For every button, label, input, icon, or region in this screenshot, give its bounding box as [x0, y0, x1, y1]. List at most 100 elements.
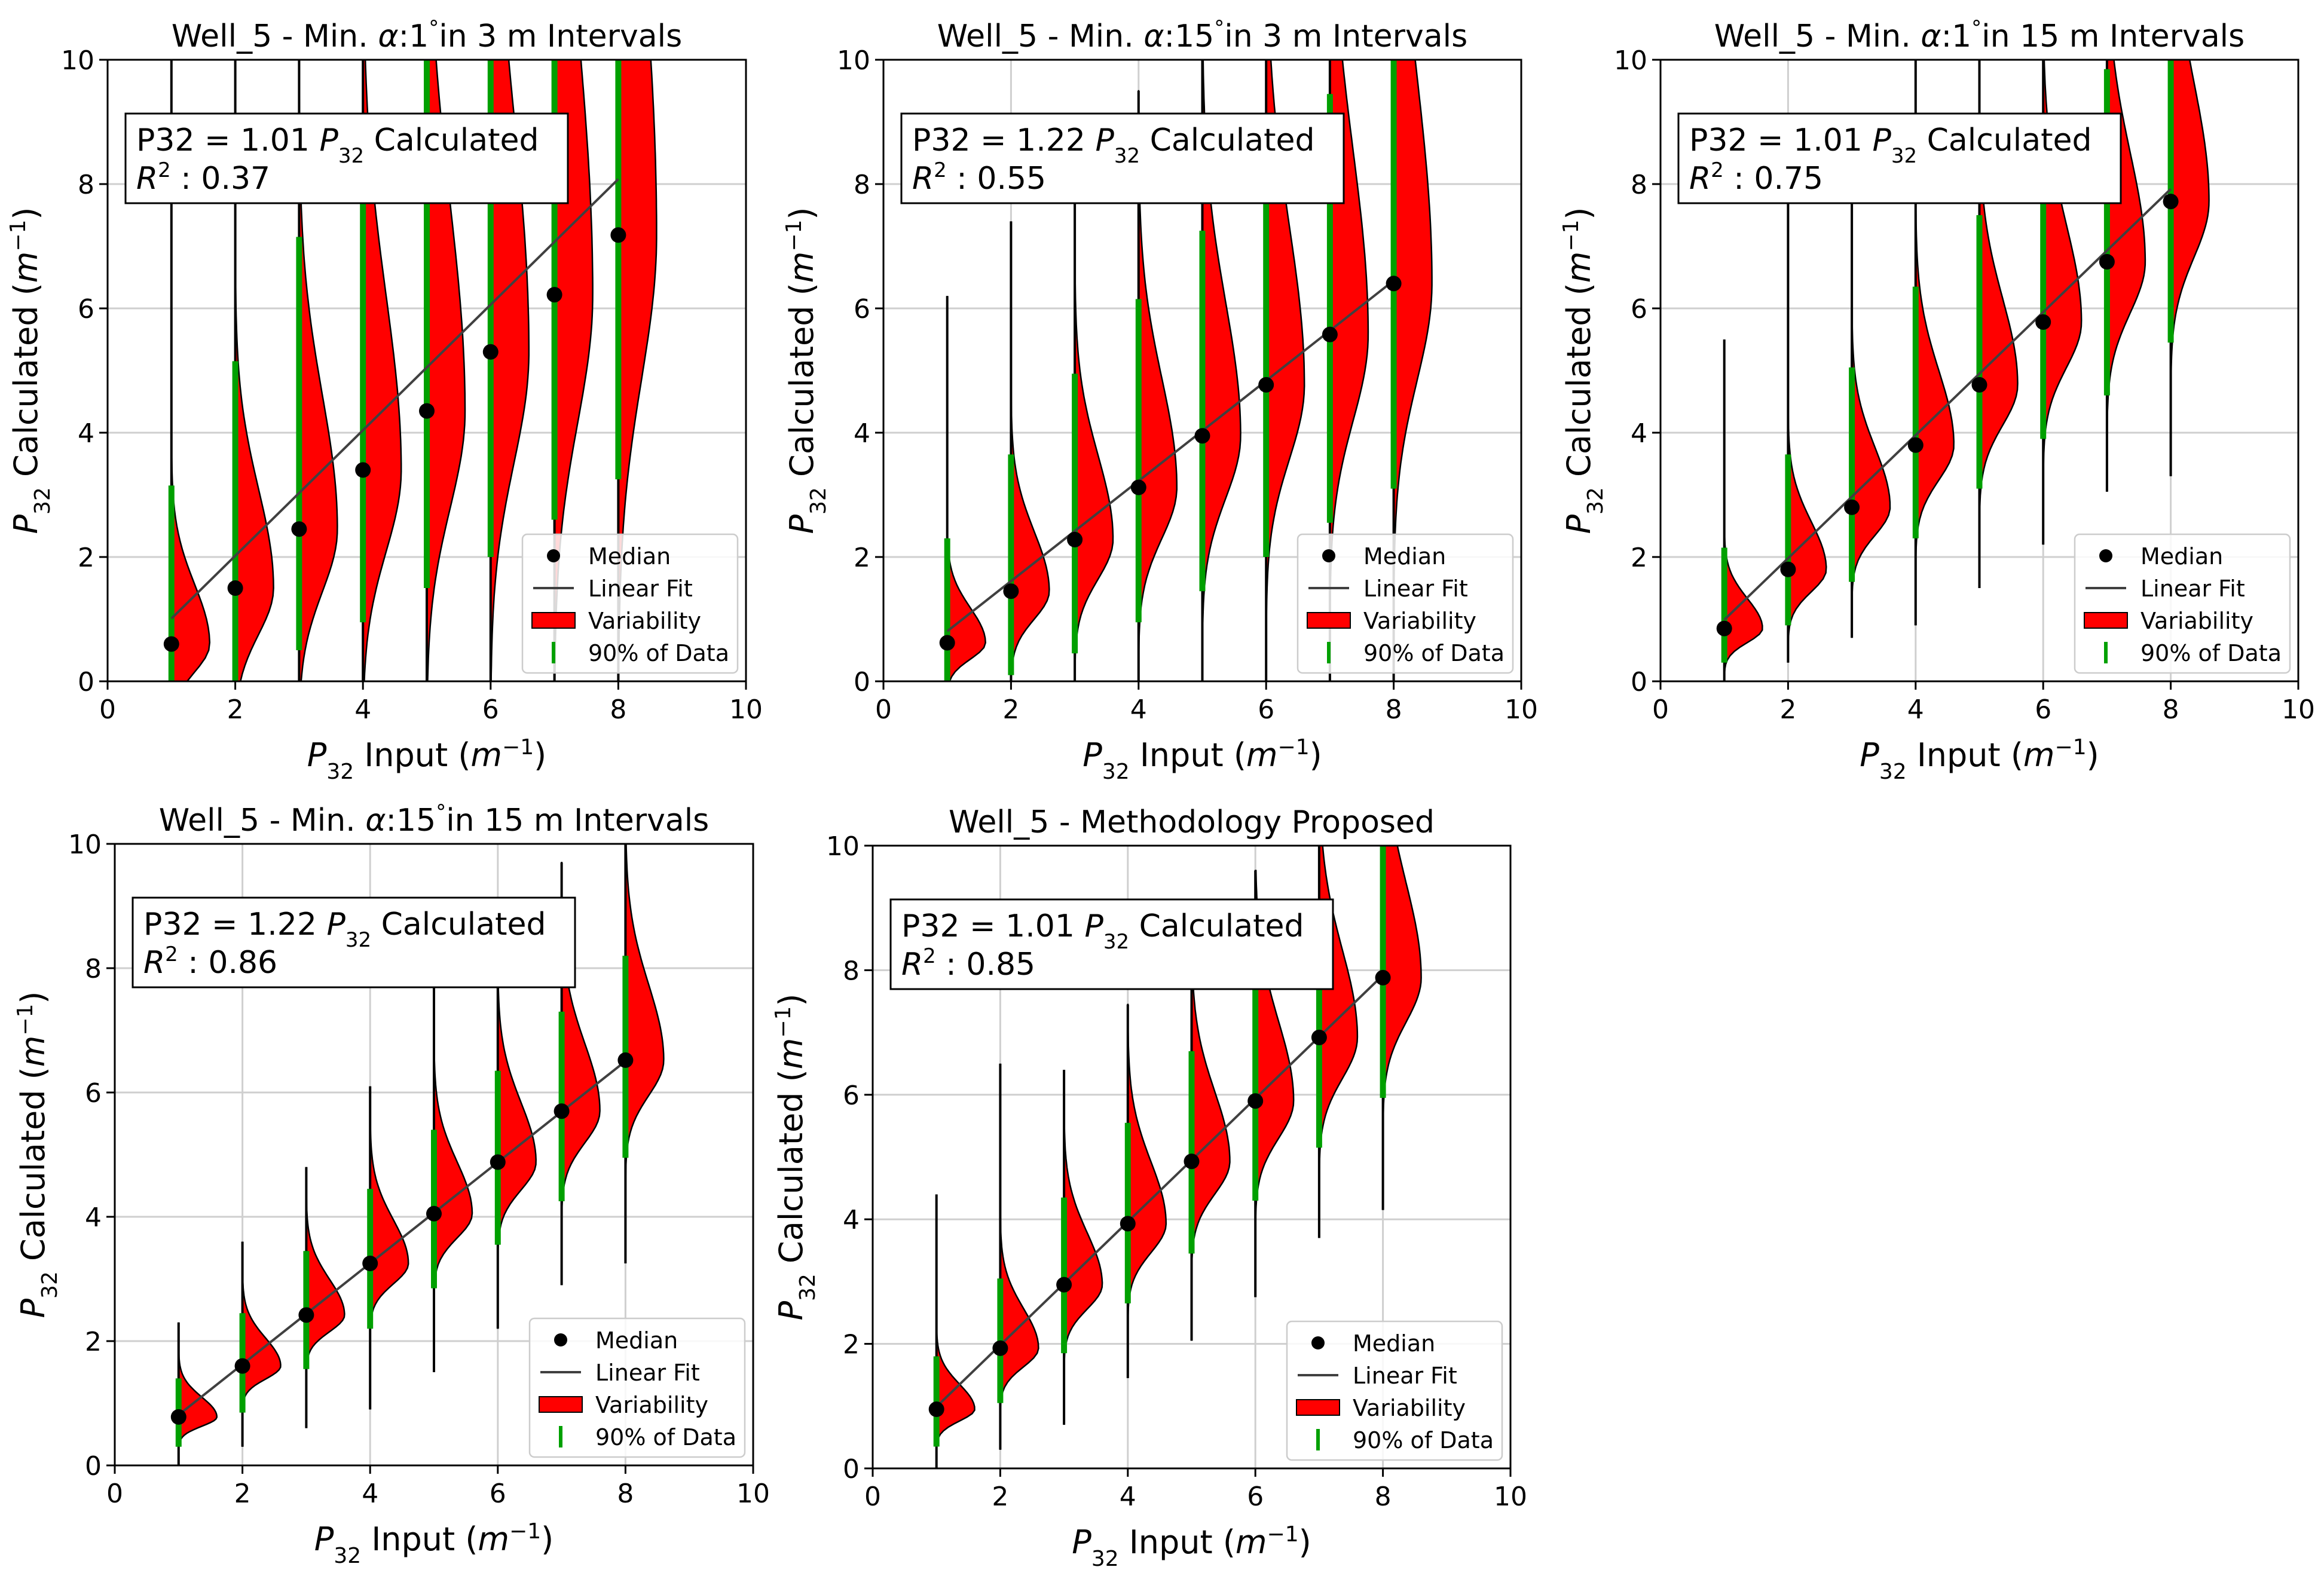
linear-fit-line [178, 1060, 626, 1416]
y-tick-label: 2 [78, 543, 94, 573]
median-point-6 [490, 1154, 506, 1170]
legend-variability-marker [539, 1396, 583, 1413]
x-tick-label: 6 [490, 1479, 506, 1509]
median-point-1 [939, 635, 955, 651]
y-tick-label: 4 [78, 418, 94, 449]
x-tick-label: 4 [1120, 1482, 1136, 1512]
violin-8 [1382, 846, 1422, 1210]
x-tick-label: 8 [1386, 694, 1402, 725]
legend-linear-fit-label: Linear Fit [2140, 576, 2245, 602]
violin-1 [946, 296, 986, 681]
chart-title: Well_5 - Min. α:15°in 15 m Intervals [159, 800, 710, 838]
x-tick-label: 4 [362, 1479, 378, 1509]
median-point-2 [1780, 561, 1796, 577]
legend: Median Linear Fit Variability 90% of Data [1286, 1320, 1503, 1461]
median-point-7 [546, 287, 562, 303]
median-point-3 [291, 521, 307, 537]
legend-variability-label: Variability [588, 608, 701, 634]
x-tick-label: 2 [992, 1482, 1008, 1512]
linear-fit-line [170, 178, 619, 620]
x-tick-label: 0 [99, 694, 116, 725]
violin-1 [935, 1194, 976, 1468]
median-point-6 [1258, 377, 1274, 393]
x-tick-label: 10 [1494, 1482, 1527, 1512]
x-tick-label: 0 [1652, 694, 1669, 725]
y-tick-label: 10 [61, 45, 94, 76]
legend-median-marker [1322, 549, 1335, 562]
median-point-8 [610, 227, 626, 243]
annotation-box [889, 898, 1334, 990]
median-point-5 [1971, 377, 1987, 393]
violin-2 [1010, 221, 1050, 681]
legend-ninety-percent-label: 90% of Data [595, 1424, 736, 1450]
y-tick-label: 8 [78, 170, 94, 200]
chart-panel-1: 0 2 4 6 8 10 0 2 4 6 8 10 Well_5 - Min. α:1°in 3 m I… [6, 16, 763, 784]
median-point-2 [234, 1358, 250, 1374]
y-tick-label: 0 [78, 667, 94, 697]
median-point-8 [1375, 969, 1391, 986]
median-point-8 [1386, 276, 1402, 292]
x-axis-label: P32 Input (m−1) [1860, 735, 2099, 784]
chart-panel-5: 0 2 4 6 8 10 0 2 4 6 8 10 Well_5 - Methodology Propo… [771, 804, 1528, 1570]
y-tick-label: 10 [1614, 45, 1647, 76]
median-point-7 [1311, 1029, 1327, 1045]
median-point-1 [928, 1401, 944, 1418]
y-tick-label: 2 [85, 1327, 102, 1357]
y-tick-label: 0 [854, 667, 870, 697]
x-tick-label: 8 [617, 1479, 634, 1509]
median-point-4 [362, 1256, 378, 1271]
legend-box [2074, 533, 2291, 674]
y-axis-label: P32 Calculated (m−1) [1559, 207, 1608, 534]
legend-box [528, 1317, 746, 1458]
y-tick-label: 10 [68, 830, 102, 860]
x-tick-label: 2 [227, 694, 244, 725]
fit-equation: P32 = 1.22 P32 Calculated [912, 123, 1315, 168]
y-tick-label: 2 [1631, 543, 1647, 573]
x-axis-label: P32 Input (m−1) [1072, 1522, 1311, 1570]
y-tick-label: 0 [1631, 667, 1647, 697]
r-squared: R2 : 0.86 [143, 942, 277, 981]
median-point-7 [2099, 254, 2115, 270]
legend-box [1286, 1320, 1503, 1461]
x-tick-label: 10 [1505, 694, 1538, 725]
median-point-8 [2163, 194, 2179, 210]
y-axis-label: P32 Calculated (m−1) [13, 991, 62, 1318]
x-tick-label: 2 [1002, 694, 1019, 725]
median-point-6 [1247, 1093, 1264, 1109]
legend-box [521, 533, 739, 674]
y-tick-label: 6 [1631, 294, 1647, 325]
y-tick-label: 2 [843, 1330, 860, 1360]
violin-2 [241, 1241, 282, 1447]
y-tick-label: 4 [85, 1202, 102, 1233]
fit-equation: P32 = 1.01 P32 Calculated [1689, 123, 2092, 168]
median-point-4 [1130, 479, 1146, 495]
legend-variability-marker [1307, 612, 1351, 629]
median-point-1 [1716, 620, 1732, 636]
legend-ninety-percent-label: 90% of Data [588, 640, 729, 666]
violin-5 [1191, 932, 1231, 1341]
median-point-1 [163, 636, 179, 652]
median-point-3 [1056, 1277, 1072, 1293]
x-tick-label: 6 [1258, 694, 1274, 725]
legend: Median Linear Fit Variability 90% of Data [528, 1317, 746, 1458]
y-tick-label: 8 [85, 954, 102, 984]
legend-median-marker [1311, 1336, 1325, 1349]
chart-panel-3: 0 2 4 6 8 10 0 2 4 6 8 10 Well_5 - Min. α:1°in 15 m … [1559, 16, 2316, 784]
plot-frame [882, 59, 1522, 683]
r-squared: R2 : 0.37 [136, 158, 270, 197]
linear-fit-line [935, 974, 1384, 1408]
legend-median-label: Median [595, 1327, 678, 1354]
legend: Median Linear Fit Variability 90% of Data [1296, 533, 1514, 674]
violin-5 [433, 962, 473, 1372]
y-tick-label: 4 [854, 418, 870, 449]
x-tick-label: 0 [106, 1479, 123, 1509]
x-tick-label: 0 [875, 694, 892, 725]
y-tick-label: 6 [85, 1078, 102, 1109]
y-tick-label: 4 [1631, 418, 1647, 449]
legend-median-marker [2099, 549, 2112, 562]
legend-ninety-percent-label: 90% of Data [1363, 640, 1505, 666]
legend-median-marker [554, 1333, 567, 1346]
median-point-8 [617, 1052, 634, 1068]
